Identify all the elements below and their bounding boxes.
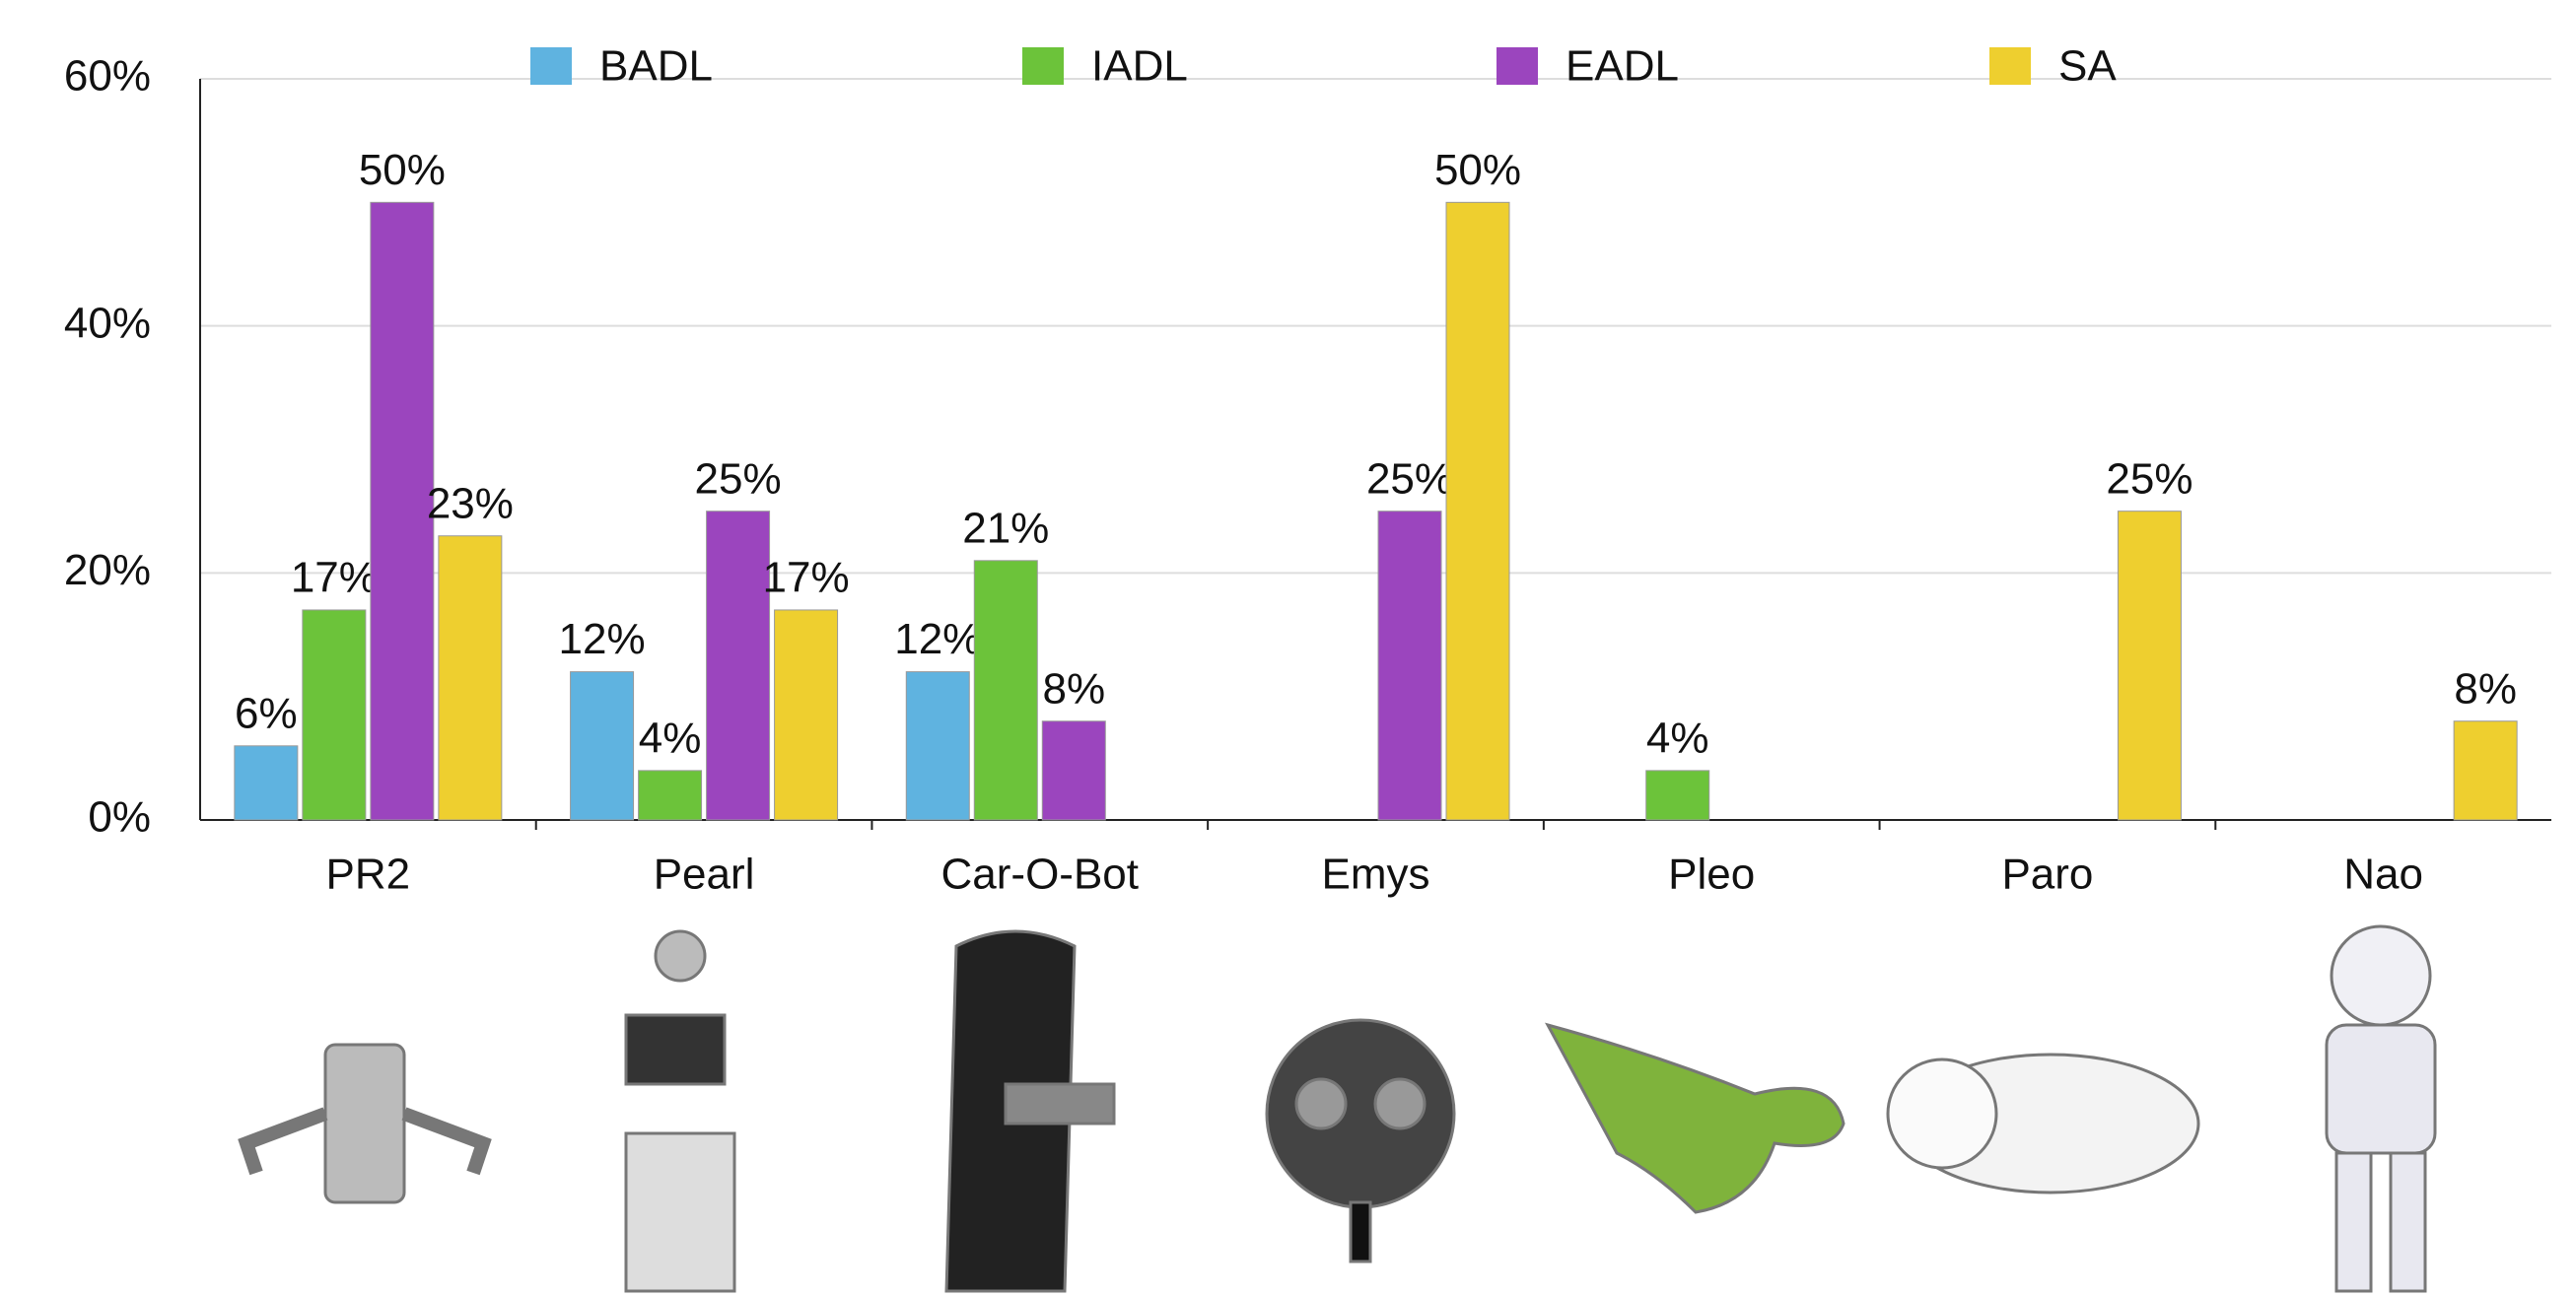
value-label: 8% <box>2454 664 2517 713</box>
x-tick-label: Pearl <box>654 851 755 899</box>
legend-swatch <box>1022 47 1064 85</box>
bar <box>571 672 634 820</box>
value-label: 4% <box>639 714 702 762</box>
value-label: 50% <box>359 146 446 194</box>
value-label: 17% <box>291 554 378 602</box>
robot-images <box>246 926 2435 1291</box>
legend-label: SA <box>2058 42 2117 91</box>
bar <box>974 561 1037 820</box>
value-label: 23% <box>427 479 514 527</box>
y-tick-label: 40% <box>64 299 151 347</box>
legend-label: BADL <box>599 42 713 91</box>
bar <box>707 512 770 820</box>
value-label: 17% <box>763 554 850 602</box>
value-label: 4% <box>1646 714 1709 762</box>
x-tick-label: Pleo <box>1668 851 1755 899</box>
value-label: 25% <box>1366 454 1453 503</box>
bar <box>303 610 366 820</box>
value-label: 25% <box>2106 454 2193 503</box>
value-label: 8% <box>1042 664 1105 713</box>
bar <box>639 771 702 820</box>
legend-swatch <box>1989 47 2031 85</box>
bar <box>775 610 838 820</box>
legend-swatch <box>1497 47 1538 85</box>
x-tick-label: Car-O-Bot <box>941 851 1139 899</box>
value-label: 6% <box>235 689 298 737</box>
bar <box>371 202 434 820</box>
chart: 0% 20% 40% 60% PR2 6% 17% 50% 23% Pearl 12% 4% 25% 17… <box>0 0 2576 1296</box>
bar <box>906 672 969 820</box>
bar <box>1042 721 1105 820</box>
x-tick-label: PR2 <box>326 851 411 899</box>
value-label: 12% <box>894 615 981 663</box>
y-tick-label: 0% <box>88 793 151 842</box>
value-label: 50% <box>1434 146 1521 194</box>
x-tick-label: Paro <box>2001 851 2093 899</box>
legend-label: IADL <box>1091 42 1188 91</box>
bar <box>1446 202 1509 820</box>
bar <box>235 746 298 820</box>
value-label: 12% <box>559 615 646 663</box>
bar <box>1378 512 1441 820</box>
y-tick-label: 20% <box>64 546 151 594</box>
bar <box>2454 721 2517 820</box>
legend-swatch <box>530 47 572 85</box>
y-tick-label: 60% <box>64 52 151 101</box>
bar <box>439 536 502 820</box>
x-tick-label: Emys <box>1322 851 1430 899</box>
bar <box>2118 512 2181 820</box>
legend-label: EADL <box>1566 42 1679 91</box>
value-label: 25% <box>695 454 782 503</box>
value-label: 21% <box>962 504 1049 552</box>
x-tick-label: Nao <box>2343 851 2423 899</box>
bar <box>1646 771 1709 820</box>
